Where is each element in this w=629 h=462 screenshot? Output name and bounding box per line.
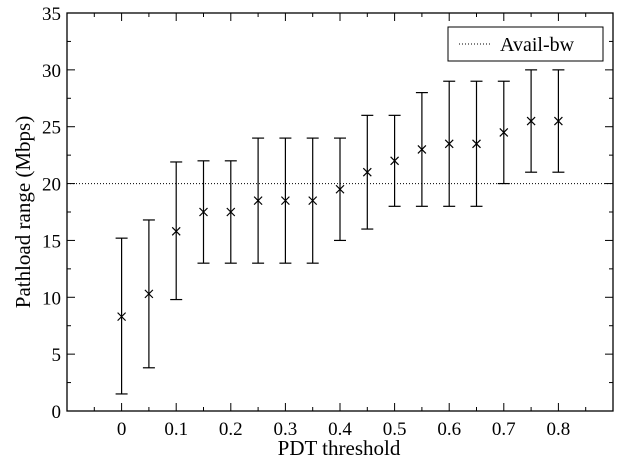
data-point-mark-b-12: [444, 139, 454, 149]
data-point-mark-b-1: [144, 289, 154, 299]
legend-label-avail-bw: Avail-bw: [500, 34, 575, 56]
data-point-mark-b-6: [280, 196, 290, 206]
y-tick-label-7: 35: [42, 4, 61, 25]
x-tick-label-8: 0.8: [547, 419, 571, 440]
data-point-6: [280, 196, 290, 206]
x-tick-label-3: 0.3: [274, 419, 298, 440]
data-point-mark-b-9: [362, 167, 372, 177]
data-point-mark-b-14: [499, 127, 509, 137]
data-point-4: [226, 207, 236, 217]
data-point-11: [417, 145, 427, 154]
data-layer: [115, 69, 565, 395]
data-point-15: [526, 116, 536, 126]
data-point-2: [171, 226, 181, 236]
data-point-3: [199, 207, 208, 217]
data-point-0: [117, 312, 127, 322]
data-point-5: [253, 196, 263, 206]
data-point-8: [335, 184, 345, 194]
data-point-16: [553, 116, 563, 126]
x-tick-label-2: 0.2: [219, 419, 243, 440]
y-tick-label-4: 20: [42, 175, 61, 196]
y-tick-label-1: 5: [52, 345, 62, 366]
data-point-7: [308, 196, 318, 206]
data-point-mark-b-15: [526, 116, 536, 126]
data-point-mark-b-13: [472, 139, 481, 149]
data-point-mark-b-4: [226, 207, 236, 217]
data-point-mark-b-5: [253, 196, 263, 206]
y-tick-label-0: 0: [52, 402, 62, 423]
legend-box: [447, 26, 604, 62]
data-point-13: [472, 139, 481, 149]
data-point-mark-b-8: [335, 184, 345, 194]
data-point-14: [499, 127, 509, 137]
data-point-mark-b-2: [171, 226, 181, 236]
data-point-12: [444, 139, 454, 149]
data-point-mark-b-0: [117, 312, 127, 322]
y-tick-label-5: 25: [42, 118, 61, 139]
y-axis-label: Pathload range (Mbps): [11, 116, 35, 308]
x-tick-label-1: 0.1: [164, 419, 188, 440]
x-tick-label-0: 0: [117, 419, 127, 440]
data-point-mark-b-11: [417, 145, 427, 154]
x-tick-label-5: 0.5: [383, 419, 407, 440]
data-point-9: [362, 167, 372, 177]
data-point-mark-b-3: [199, 207, 208, 217]
x-tick-label-7: 0.7: [492, 419, 516, 440]
x-tick-label-4: 0.4: [328, 419, 352, 440]
tick-layer: 0 0.1 0.2 0.3 0.4 0.5 0.6 0.7 0.8 0 5 10 15 20 25 30 35: [42, 4, 613, 440]
x-axis-label: PDT threshold: [278, 436, 401, 460]
y-tick-label-6: 30: [42, 61, 61, 82]
data-point-1: [144, 289, 154, 299]
data-point-mark-b-16: [553, 116, 563, 126]
data-point-10: [390, 156, 400, 166]
y-tick-label-3: 15: [42, 231, 61, 252]
data-point-mark-b-7: [308, 196, 318, 206]
data-point-mark-b-10: [390, 156, 400, 166]
legend: Avail-bw: [447, 26, 604, 62]
x-tick-label-6: 0.6: [437, 419, 461, 440]
y-tick-label-2: 10: [42, 288, 61, 309]
